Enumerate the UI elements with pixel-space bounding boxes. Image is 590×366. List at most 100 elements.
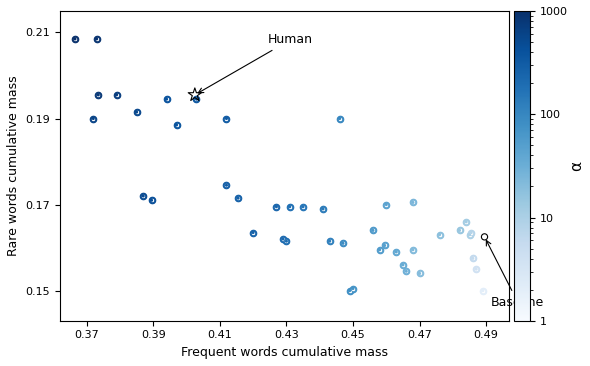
Point [139,193,148,199]
Point [348,285,358,291]
Point [465,232,474,238]
Point [398,262,408,268]
Point [92,36,101,42]
Point [94,92,103,98]
Point [468,255,477,261]
Point [70,36,80,42]
Point [88,116,98,122]
Point [318,206,327,212]
Point [380,243,389,249]
Point [415,270,424,276]
Point [375,247,384,253]
Point [281,238,291,244]
Point [132,109,141,115]
Point [480,234,489,240]
Point [147,197,156,203]
Point [281,238,291,244]
Point [335,116,345,122]
Point [398,262,408,268]
Point [172,122,181,128]
Point [299,204,308,210]
Point [402,268,411,274]
Point [455,228,464,234]
Point [281,238,291,244]
Point [222,182,231,188]
Point [435,232,444,238]
Point [285,204,294,210]
Point [318,206,327,212]
Point [468,255,477,261]
Point [382,202,391,208]
Y-axis label: Rare words cumulative mass: Rare words cumulative mass [7,75,20,256]
Point [435,232,444,238]
Point [467,229,476,235]
Point [392,249,401,255]
Point [190,92,199,98]
Point [147,197,156,203]
Point [88,116,98,122]
Point [234,195,243,201]
Point [368,228,378,234]
Point [222,116,231,122]
Point [234,195,243,201]
Point [94,92,103,98]
Point [455,228,464,234]
Point [408,247,418,253]
Point [248,229,258,235]
Point [471,266,481,272]
Point [380,243,389,249]
Point [285,204,294,210]
Point [382,202,391,208]
Point [132,109,141,115]
Point [92,36,101,42]
Point [465,232,474,238]
Point [392,249,401,255]
Point [139,193,148,199]
Point [382,202,391,208]
Point [325,238,335,244]
Point [348,285,358,291]
Point [338,240,348,246]
Point [408,199,418,205]
Point [467,229,476,235]
Y-axis label: α: α [569,161,584,171]
Point [222,182,231,188]
Point [335,116,345,122]
Point [408,199,418,205]
Point [248,229,258,235]
Point [112,92,122,98]
Point [162,96,171,102]
Point [465,232,474,238]
Point [88,116,98,122]
Point [368,228,378,234]
Point [467,229,476,235]
Text: Baseline: Baseline [486,240,545,309]
Point [338,240,348,246]
Point [172,122,181,128]
Point [172,122,181,128]
Point [132,109,141,115]
Point [248,229,258,235]
Point [299,204,308,210]
Point [112,92,122,98]
Point [478,288,487,294]
Point [415,270,424,276]
Point [461,219,471,225]
Point [345,288,355,294]
Point [162,96,171,102]
Point [222,116,231,122]
Point [94,92,103,98]
Point [271,204,281,210]
Point [70,36,80,42]
Point [408,199,418,205]
Point [318,206,327,212]
Point [408,247,418,253]
Point [415,270,424,276]
Point [402,268,411,274]
Point [271,204,281,210]
Point [392,249,401,255]
Point [92,36,101,42]
Point [345,288,355,294]
Point [478,288,487,294]
Point [192,96,201,102]
